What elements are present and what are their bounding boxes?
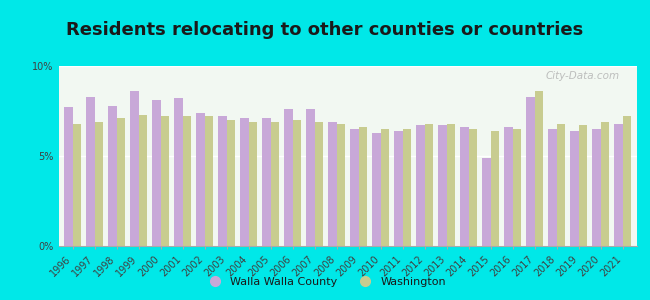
Bar: [183, 116, 191, 246]
Bar: [460, 127, 469, 246]
Bar: [117, 118, 125, 246]
Bar: [131, 91, 139, 246]
Bar: [306, 109, 315, 246]
Bar: [513, 129, 521, 246]
Bar: [64, 107, 73, 246]
Bar: [614, 124, 623, 246]
Bar: [381, 129, 389, 246]
Bar: [469, 129, 477, 246]
Bar: [240, 118, 249, 246]
Bar: [227, 120, 235, 246]
Bar: [556, 124, 565, 246]
Bar: [535, 91, 543, 246]
Bar: [372, 133, 381, 246]
Text: Residents relocating to other counties or countries: Residents relocating to other counties o…: [66, 21, 584, 39]
Bar: [292, 120, 301, 246]
Bar: [526, 97, 535, 246]
Bar: [623, 116, 631, 246]
Text: City-Data.com: City-Data.com: [545, 71, 619, 81]
Legend: Walla Walla County, Washington: Walla Walla County, Washington: [199, 273, 451, 291]
Bar: [578, 125, 587, 246]
Bar: [570, 131, 578, 246]
Bar: [196, 113, 205, 246]
Bar: [438, 125, 447, 246]
Bar: [152, 100, 161, 246]
Bar: [403, 129, 411, 246]
Bar: [328, 122, 337, 246]
Bar: [601, 122, 609, 246]
Bar: [447, 124, 455, 246]
Bar: [491, 131, 499, 246]
Bar: [205, 116, 213, 246]
Bar: [549, 129, 556, 246]
Bar: [504, 127, 513, 246]
Bar: [73, 124, 81, 246]
Bar: [315, 122, 323, 246]
Bar: [417, 125, 424, 246]
Bar: [424, 124, 433, 246]
Bar: [350, 129, 359, 246]
Bar: [285, 109, 292, 246]
Bar: [482, 158, 491, 246]
Bar: [359, 127, 367, 246]
Bar: [86, 97, 95, 246]
Bar: [174, 98, 183, 246]
Bar: [395, 131, 403, 246]
Bar: [109, 106, 117, 246]
Bar: [249, 122, 257, 246]
Bar: [271, 122, 279, 246]
Bar: [337, 124, 345, 246]
Bar: [161, 116, 169, 246]
Bar: [592, 129, 601, 246]
Bar: [263, 118, 271, 246]
Bar: [95, 122, 103, 246]
Bar: [139, 115, 147, 246]
Bar: [218, 116, 227, 246]
